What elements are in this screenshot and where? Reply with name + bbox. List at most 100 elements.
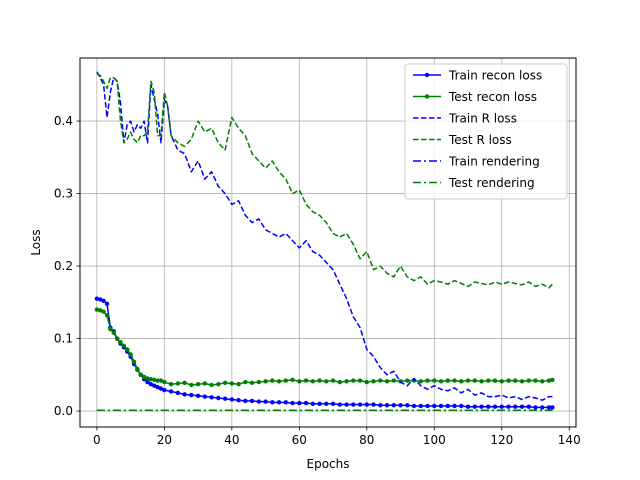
data-point [445,378,450,383]
data-point [344,379,349,384]
legend: Train recon loss Test recon loss Train R l… [404,63,568,200]
data-point [445,403,450,409]
data-point [499,379,504,384]
data-point [405,378,410,383]
data-point [398,403,403,408]
data-point [513,404,518,409]
data-point [216,395,221,401]
data-point [155,378,160,383]
data-point [141,374,147,380]
data-point [317,401,322,407]
x-tick-label: 60 [292,433,307,447]
data-point [337,379,343,385]
y-tick-label: 0.3 [54,187,73,201]
data-point [465,378,471,383]
data-point [459,403,464,409]
data-point [229,381,235,386]
data-point [270,378,275,383]
data-point [145,379,150,385]
data-point [364,402,370,407]
legend-label: Test R loss [448,133,512,147]
data-point [152,377,157,383]
data-point [145,376,150,381]
data-point [371,379,376,384]
data-point [101,298,106,304]
legend-label: Test recon loss [448,90,537,104]
data-point [438,379,444,384]
series-test-r-loss [96,73,553,289]
legend-label: Test rendering [448,176,535,190]
data-point [310,401,316,407]
data-point [297,400,302,406]
data-point [351,378,356,383]
data-point [168,389,174,394]
series-line [96,73,553,289]
data-point [243,398,248,404]
series-train-r-loss [96,71,553,401]
data-point [506,404,511,409]
data-point [330,378,336,383]
data-point [540,379,545,384]
data-point [209,382,214,388]
data-point [351,402,356,407]
data-point [118,339,123,345]
data-point [290,377,295,383]
data-point [384,403,390,408]
data-point [297,379,302,384]
data-point [168,382,174,387]
data-point [472,404,477,409]
data-point [371,402,376,407]
data-point [202,394,208,399]
data-point [283,378,289,383]
data-point [492,404,498,409]
data-point [519,404,525,409]
data-point [378,378,383,383]
data-point [324,401,329,407]
data-point [182,380,187,385]
data-point [486,404,491,409]
grid [80,58,576,427]
x-tick-label: 140 [558,433,581,447]
data-point [411,403,417,409]
data-point [330,401,336,407]
data-point [111,330,116,335]
data-point [459,379,464,384]
legend-item: Train recon loss [413,69,542,83]
data-point [303,378,309,383]
data-point [148,382,154,387]
data-point [506,378,511,383]
data-point [486,378,491,383]
data-point [519,379,525,384]
data-point [344,402,349,407]
legend-marker [424,94,430,99]
data-point [222,396,228,401]
data-point [148,376,154,382]
data-point [357,402,363,407]
data-point [418,403,423,409]
data-point [189,382,194,388]
data-point [276,400,282,405]
legend-item: Test recon loss [413,90,537,104]
data-point [303,400,309,406]
data-point [263,379,268,384]
data-point [222,380,228,385]
data-point [138,372,143,378]
data-point [243,379,248,385]
y-tick-label: 0.2 [54,259,73,273]
data-point [317,378,322,383]
x-tick-label: 120 [490,433,513,447]
plot-series [94,71,555,412]
data-point [550,377,555,383]
data-point [526,404,531,409]
data-point [195,393,201,399]
data-point [94,296,100,301]
legend-box [404,63,568,200]
data-point [513,378,518,383]
data-point [546,378,552,383]
data-point [249,398,255,404]
y-tick-label: 0.1 [54,332,73,346]
data-point [384,379,390,384]
data-point [182,392,187,397]
data-point [526,378,531,383]
